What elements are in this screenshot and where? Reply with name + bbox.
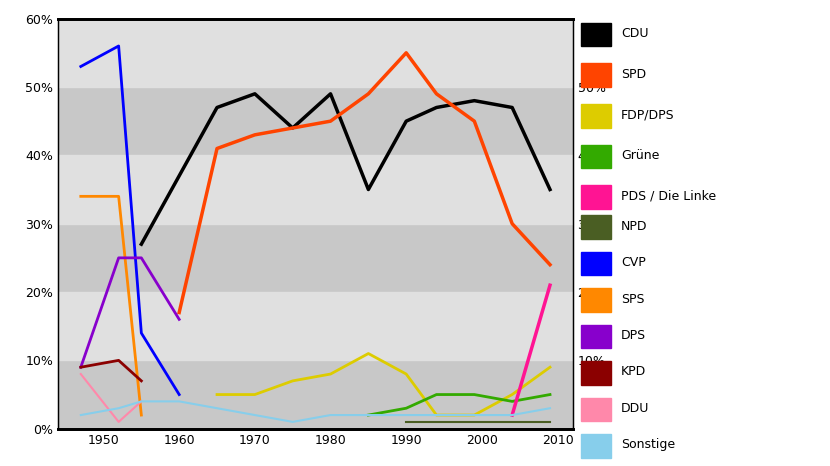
Text: NPD: NPD [621, 219, 647, 233]
Bar [581, 288, 611, 312]
Bar [581, 397, 611, 421]
Bar [58, 292, 573, 360]
Bar [58, 360, 573, 429]
Text: SPD: SPD [621, 68, 646, 81]
Text: Sonstige: Sonstige [621, 439, 675, 452]
Text: CDU: CDU [621, 27, 648, 40]
Text: DPS: DPS [621, 329, 646, 342]
Bar [581, 434, 611, 458]
Bar [581, 215, 611, 239]
Bar [581, 22, 611, 46]
Bar [58, 87, 573, 155]
Bar [581, 104, 611, 128]
Bar [58, 224, 573, 292]
Text: KPD: KPD [621, 365, 646, 378]
Text: CVP: CVP [621, 256, 646, 269]
Text: PDS / Die Linke: PDS / Die Linke [621, 190, 716, 203]
Bar [581, 252, 611, 275]
Text: FDP/DPS: FDP/DPS [621, 108, 675, 121]
Bar [58, 155, 573, 224]
Bar [581, 63, 611, 87]
Bar [58, 19, 573, 87]
Bar [581, 145, 611, 168]
Text: SPS: SPS [621, 293, 644, 306]
Text: Grüne: Grüne [621, 149, 659, 162]
Bar [581, 361, 611, 385]
Text: DDU: DDU [621, 402, 649, 415]
Bar [581, 185, 611, 209]
Bar [581, 325, 611, 349]
